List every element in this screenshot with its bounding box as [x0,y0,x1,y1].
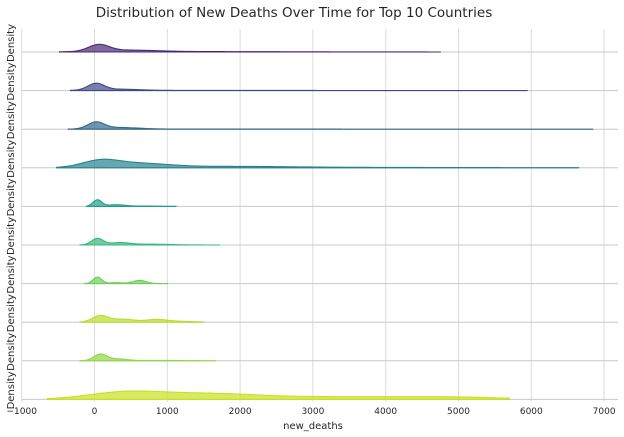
ridge-5: Density [6,178,618,216]
y-axis-label: Density [6,24,17,62]
ridge-8: Density [6,294,618,332]
x-tick-label: 5000 [447,407,470,417]
grid-lines [21,29,605,402]
x-tick-label: 2000 [229,407,252,417]
density-area [67,121,594,130]
x-tick-label: 7000 [593,407,616,417]
x-tick-label: 0 [92,407,98,417]
y-axis-label: Density [6,294,17,332]
ridge-2: Density [6,63,618,101]
ridges: DensityDensityDensityDensityDensityDensi… [6,24,618,409]
density-area [56,158,580,169]
x-axis-ticks: −1000 0 1000 2000 3000 4000 5000 6000 7000 [6,407,615,417]
y-axis-label: Density [6,63,17,101]
x-tick-label: 6000 [520,407,543,417]
y-axis-label: Density [6,178,17,216]
y-axis-label: Density [6,217,17,255]
ridge-10: Density [6,371,618,409]
y-axis-label: Density [6,256,17,294]
x-tick-label: −1000 [6,407,37,417]
density-area [79,237,220,246]
x-tick-label: 1000 [156,407,179,417]
ridge-6: Density [6,217,618,255]
x-tick-label: 3000 [301,407,324,417]
density-area [46,390,511,400]
x-axis-label: new_deaths [283,421,343,432]
ridge-9: Density [6,333,618,371]
ridge-4: Density [6,140,618,178]
chart-title: Distribution of New Deaths Over Time for… [96,5,492,21]
density-area [69,82,528,92]
y-axis-label: Density [6,371,17,409]
x-tick-label: 4000 [374,407,397,417]
ridge-1: Density [6,24,618,62]
y-axis-label: Density [6,140,17,178]
density-area [59,43,441,53]
y-axis-label: Density [6,101,17,139]
ridge-3: Density [6,101,618,139]
density-area [79,314,205,323]
ridge-7: Density [6,256,618,294]
density-area [79,353,216,362]
y-axis-label: Density [6,333,17,371]
density-area [83,276,169,285]
density-area [85,199,177,207]
